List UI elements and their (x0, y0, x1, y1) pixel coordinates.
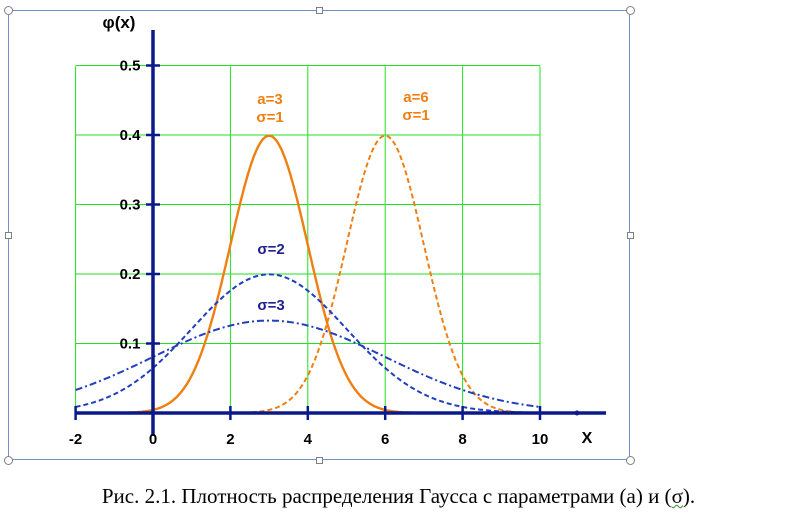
axes (74, 30, 606, 436)
x-tick-label: 0 (149, 431, 157, 448)
x-tick-label: 6 (381, 431, 389, 448)
figure-caption: Рис. 2.1. Плотность распределения Гаусса… (0, 484, 797, 509)
y-tick-label: 0.5 (120, 58, 141, 75)
y-tick-label: 0.2 (120, 266, 141, 283)
caption-suffix: ). (682, 484, 696, 508)
resize-handle-bottom-middle[interactable] (316, 457, 323, 464)
x-tick-label: -2 (69, 431, 82, 448)
resize-handle-middle-right[interactable] (627, 232, 634, 239)
y-axis-label: φ(x) (103, 13, 136, 32)
resize-handle-top-left[interactable] (4, 6, 13, 15)
resize-handle-middle-left[interactable] (5, 232, 12, 239)
series-curve-4 (75, 319, 541, 408)
curve-annotation-1: σ=1 (256, 109, 283, 126)
y-tick-label: 0.4 (120, 127, 142, 144)
y-tick-label: 0.1 (120, 336, 141, 353)
curve-annotation-3: σ=2 (257, 241, 284, 258)
resize-handle-top-middle[interactable] (316, 7, 323, 14)
x-tick-label: 10 (532, 431, 549, 448)
curve-annotation-4: σ=3 (257, 297, 284, 314)
caption-prefix: Рис. 2.1. Плотность распределения Гаусса… (101, 484, 672, 508)
x-axis-label: X (582, 430, 593, 447)
y-tick-label: 0.3 (120, 197, 141, 214)
x-axis-dot (574, 410, 580, 416)
x-tick-label: 2 (226, 431, 234, 448)
curve-annotation-1: a=3 (257, 91, 282, 108)
annotations: a=3σ=1a=6σ=1σ=2σ=3 (256, 89, 429, 314)
caption-sigma: σ (671, 484, 683, 508)
resize-handle-bottom-right[interactable] (626, 456, 635, 465)
curve-annotation-2: σ=1 (402, 107, 429, 124)
axis-labels: -2 0 2 4 6 8 10 0.1 0.2 0.3 0.4 0.5 φ(x) X (69, 13, 593, 448)
x-tick-label: 4 (304, 431, 313, 448)
resize-handle-top-right[interactable] (626, 6, 635, 15)
curve-annotation-2: a=6 (403, 89, 428, 106)
x-tick-label: 8 (458, 431, 466, 448)
resize-handle-bottom-left[interactable] (4, 456, 13, 465)
